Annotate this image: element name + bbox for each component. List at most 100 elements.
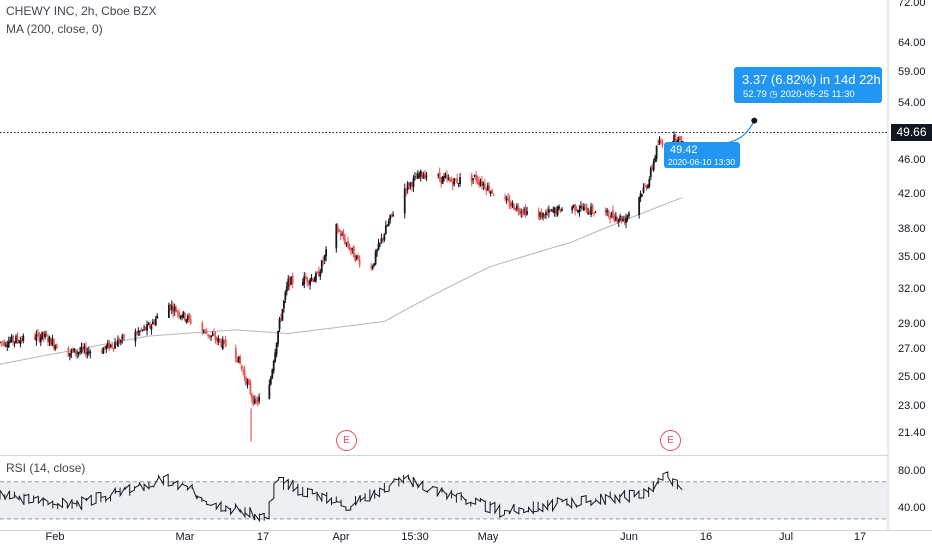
candle-body [34,336,36,340]
candle-body [348,245,351,250]
candle-body [0,341,3,343]
candle-body [419,170,422,177]
candle-body [115,343,118,346]
chart-title: CHEWY INC, 2h, Cboe BZX [6,4,157,18]
candle-body [379,242,381,244]
time-tick: May [477,531,499,543]
time-tick: 16 [699,531,713,543]
candle-body [540,212,543,219]
candle-body [508,199,511,207]
candle-body [10,336,13,342]
candle-body [354,255,357,261]
candle-body [269,377,272,385]
candle-body [626,215,629,217]
candle-body [236,357,239,362]
candle-body [172,306,175,313]
candle-body [649,168,652,178]
candle-body [319,272,322,277]
candle-body [4,344,7,346]
candle-body [355,255,358,259]
candle-body [135,332,138,335]
candle-body [52,339,55,348]
candle-body [42,331,45,337]
candle-body [71,348,74,351]
price-tick: 54.00 [898,97,926,109]
candle-body [77,352,80,354]
candle-body [114,342,116,349]
candle-body [182,311,185,317]
candle-body [277,330,279,344]
candle-body [481,180,483,186]
candle-body [622,218,625,221]
candle-body [173,306,176,312]
candle-body [252,396,255,405]
candle-body [220,341,223,347]
candle-body [623,217,626,223]
candle-body [285,286,288,292]
candle-body [520,212,523,214]
candle-body [473,175,476,177]
earnings-marker[interactable]: E [336,430,357,451]
candle-body [392,214,394,217]
candle-body [523,209,526,212]
time-tick: Jun [620,531,638,543]
candle-body [150,325,153,330]
price-tick: 21.40 [898,427,926,439]
candle-body [581,207,584,209]
candle-body [446,174,448,178]
candle-body [411,183,413,187]
candle-body [84,346,87,356]
rsi-legend: RSI (14, close) [6,461,86,475]
candle-body [179,315,182,318]
projection-start-price: 49.42 [670,144,698,156]
candle-body [651,167,654,169]
projection-label[interactable]: 3.37 (6.82%) in 14d 22h 52.79 ◷ 2020-06-… [734,67,882,103]
candle-body [224,340,227,347]
earnings-marker[interactable]: E [660,430,681,451]
time-tick: 17 [853,531,867,543]
candle-body [322,260,325,262]
candle-body [677,137,680,145]
candle-body [141,329,144,331]
candle-body [387,221,390,226]
candle-body [186,316,189,321]
candle-body [492,194,495,196]
candle-body [217,338,220,343]
candle-body [12,335,15,342]
candle-body [510,204,512,207]
candle-body [539,213,542,217]
candle-body [317,270,320,277]
candle-body [422,175,425,179]
candle-body [610,212,613,218]
candle-body [515,205,518,209]
candle-body [373,263,376,266]
projection-target-line: 52.79 ◷ 2020-06-25 11:30 [743,89,855,100]
candle-body [561,208,563,211]
candle-body [189,318,192,324]
candle-body [67,348,70,357]
price-tick: 29.00 [898,318,926,330]
candle-body [612,210,614,218]
candle-body [505,198,508,201]
projection-start-label[interactable]: 49.42 2020-06-10 13:30 [664,142,740,168]
candle-body [591,205,594,213]
candle-body [70,349,73,354]
candle-body [485,188,488,191]
candle-body [351,247,354,250]
candle-body [106,342,109,347]
candle-body [553,208,556,213]
projection-target: 52.79 [743,89,767,100]
candle-body [620,216,623,222]
candle-body [20,338,23,341]
candle-body [221,339,224,349]
candle-body [288,276,291,287]
candle-body [2,341,4,343]
candle-body [447,178,450,180]
candle-body [237,356,240,363]
candle-body [86,351,89,355]
candle-body [577,210,579,213]
candle-body [507,197,510,201]
candle-body [256,399,259,403]
projection-target-date: 2020-06-25 11:30 [780,89,855,100]
